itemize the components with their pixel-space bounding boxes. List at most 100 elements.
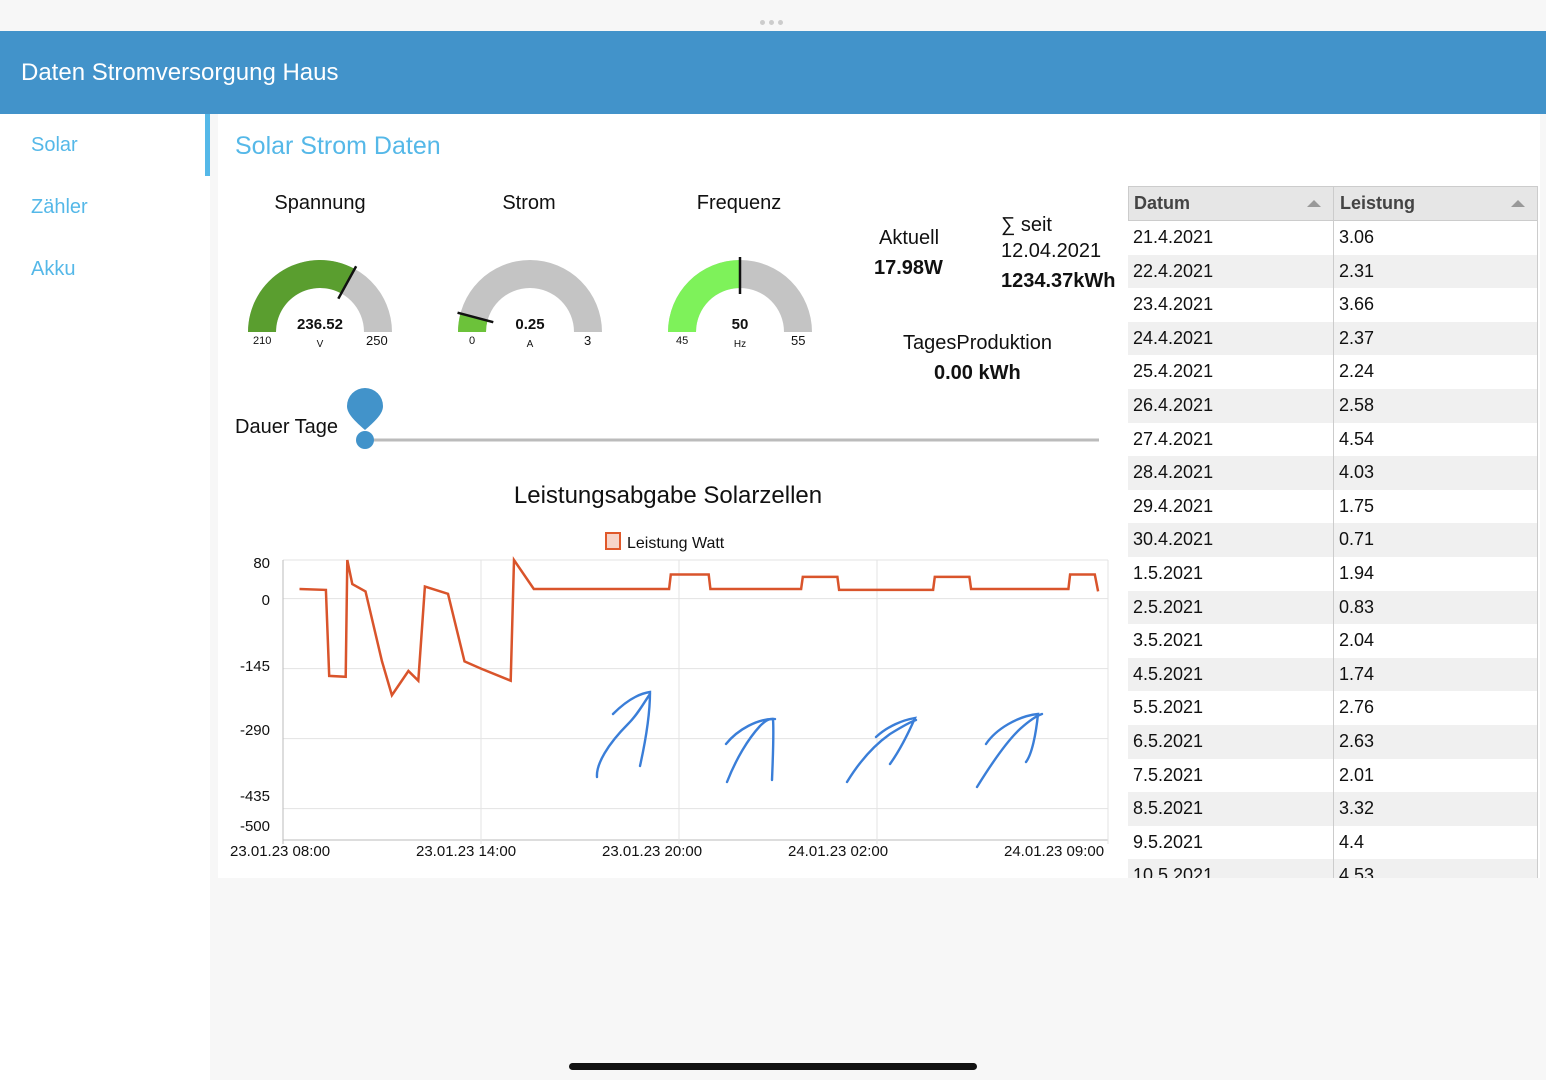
table-row[interactable]: 3.5.2021 2.04 <box>1128 624 1538 658</box>
column-divider <box>1333 724 1334 759</box>
gauge-needle <box>457 311 494 324</box>
app-header: Daten Stromversorgung Haus <box>0 31 1546 114</box>
cell-leistung: 2.58 <box>1339 394 1375 415</box>
y-tick-label: -290 <box>239 722 270 739</box>
gauge-frequenz-max: 55 <box>791 333 806 348</box>
home-indicator[interactable] <box>569 1063 977 1070</box>
dauer-tage-slider[interactable] <box>343 386 1103 456</box>
table-row[interactable]: 4.5.2021 1.74 <box>1128 657 1538 692</box>
main-panel: Solar Strom Daten Spannung Strom Frequen… <box>218 114 1540 878</box>
cell-datum: 23.4.2021 <box>1133 294 1214 315</box>
column-divider <box>1333 456 1334 490</box>
chart-legend[interactable]: Leistung Watt <box>605 532 724 553</box>
table-row[interactable]: 21.4.2021 3.06 <box>1128 221 1538 255</box>
sidebar-item-solar[interactable]: Solar <box>0 114 210 176</box>
chart-series <box>299 556 1100 699</box>
table-row[interactable]: 27.4.2021 4.54 <box>1128 422 1538 457</box>
arrow-icon <box>845 716 918 784</box>
table-row[interactable]: 26.4.2021 2.58 <box>1128 388 1538 423</box>
legend-swatch-icon <box>605 532 621 550</box>
table-row[interactable]: 23.4.2021 3.66 <box>1128 288 1538 322</box>
cell-datum: 6.5.2021 <box>1133 730 1204 751</box>
slider-label: Dauer Tage <box>235 416 339 438</box>
cell-leistung: 2.63 <box>1339 730 1375 751</box>
cell-datum: 30.4.2021 <box>1133 529 1214 550</box>
table-row[interactable]: 7.5.2021 2.01 <box>1128 758 1538 793</box>
cell-leistung: 1.94 <box>1339 562 1375 583</box>
arrow-icon <box>724 717 777 784</box>
table-row[interactable]: 22.4.2021 2.31 <box>1128 254 1538 289</box>
column-divider <box>1333 388 1334 423</box>
arrow-icon <box>595 690 652 779</box>
gauge-fill <box>248 260 355 332</box>
cell-leistung: 2.01 <box>1339 764 1375 785</box>
table-row[interactable]: 6.5.2021 2.63 <box>1128 724 1538 759</box>
handwritten-arrow-annotations <box>595 690 1044 789</box>
gauge-fill <box>668 260 740 332</box>
sidebar-item-zaehler[interactable]: Zähler <box>31 196 88 218</box>
data-table[interactable]: Datum Leistung 21.4.2021 3.06 22.4.2021 2.3… <box>1128 186 1539 878</box>
cell-leistung: 1.74 <box>1339 663 1375 684</box>
column-header-datum[interactable]: Datum <box>1129 187 1334 220</box>
column-divider <box>1333 691 1334 725</box>
gauge-spannung-value: 236.52 <box>297 316 343 333</box>
gauge-track <box>458 260 602 332</box>
x-tick-label: 23.01.23 08:00 <box>230 843 331 860</box>
cell-datum: 4.5.2021 <box>1133 663 1204 684</box>
column-divider <box>1333 590 1334 625</box>
tagesproduktion-value: 0.00 kWh <box>934 362 1021 384</box>
table-row[interactable]: 10.5.2021 4.53 <box>1128 859 1538 878</box>
table-row[interactable]: 28.4.2021 4.03 <box>1128 456 1538 490</box>
sidebar: Solar Zähler Akku <box>0 114 210 1080</box>
cell-leistung: 0.71 <box>1339 529 1375 550</box>
table-row[interactable]: 2.5.2021 0.83 <box>1128 590 1538 625</box>
cell-datum: 28.4.2021 <box>1133 462 1214 483</box>
cell-datum: 8.5.2021 <box>1133 798 1204 819</box>
gauge-spannung-label: Spannung <box>274 192 366 214</box>
slider-pin-icon <box>347 388 383 430</box>
seit-label: ∑ seit <box>1001 214 1052 236</box>
gauge-spannung-max: 250 <box>366 333 388 348</box>
app-title: Daten Stromversorgung Haus <box>21 59 339 86</box>
cell-leistung: 3.06 <box>1339 227 1375 247</box>
table-row[interactable]: 29.4.2021 1.75 <box>1128 489 1538 524</box>
gauge-strom-min: 0 <box>469 335 476 347</box>
column-divider <box>1333 825 1334 860</box>
chart-plot-area[interactable] <box>278 554 1128 844</box>
y-tick-label: -500 <box>239 818 270 835</box>
table-row[interactable]: 9.5.2021 4.4 <box>1128 825 1538 860</box>
cell-leistung: 4.4 <box>1339 831 1365 852</box>
x-tick-label: 24.01.23 02:00 <box>788 843 889 860</box>
cell-leistung: 1.75 <box>1339 495 1375 516</box>
cell-leistung: 4.03 <box>1339 462 1375 483</box>
cell-datum: 21.4.2021 <box>1133 227 1214 247</box>
sidebar-item-akku[interactable]: Akku <box>31 258 76 280</box>
cell-datum: 7.5.2021 <box>1133 764 1204 785</box>
table-row[interactable]: 24.4.2021 2.37 <box>1128 321 1538 356</box>
table-row[interactable]: 25.4.2021 2.24 <box>1128 355 1538 389</box>
tagesproduktion-label: TagesProduktion <box>903 332 1052 354</box>
table-row[interactable]: 1.5.2021 1.94 <box>1128 556 1538 591</box>
table-row[interactable]: 30.4.2021 0.71 <box>1128 523 1538 557</box>
multitask-dots-icon[interactable] <box>760 12 788 25</box>
y-tick-label: 0 <box>261 592 270 609</box>
slider-thumb[interactable] <box>347 388 383 449</box>
column-divider <box>1333 254 1334 289</box>
cell-leistung: 2.04 <box>1339 630 1375 651</box>
page-title: Solar Strom Daten <box>235 132 441 160</box>
column-divider <box>1333 758 1334 793</box>
table-row[interactable]: 8.5.2021 3.32 <box>1128 792 1538 826</box>
cell-datum: 1.5.2021 <box>1133 562 1204 583</box>
gauge-frequenz-label: Frequenz <box>696 192 782 214</box>
gauge-spannung-min: 210 <box>253 335 272 347</box>
sort-ascending-icon[interactable] <box>1511 200 1525 207</box>
column-divider <box>1333 657 1334 692</box>
cell-leistung: 3.66 <box>1339 294 1375 315</box>
sort-ascending-icon[interactable] <box>1307 200 1321 207</box>
gauge-frequenz-unit: Hz <box>733 339 747 350</box>
y-tick-label: -145 <box>239 658 270 675</box>
column-header-leistung[interactable]: Leistung <box>1335 187 1537 220</box>
table-row[interactable]: 5.5.2021 2.76 <box>1128 691 1538 725</box>
column-divider <box>1333 321 1334 356</box>
cell-datum: 27.4.2021 <box>1133 428 1214 449</box>
